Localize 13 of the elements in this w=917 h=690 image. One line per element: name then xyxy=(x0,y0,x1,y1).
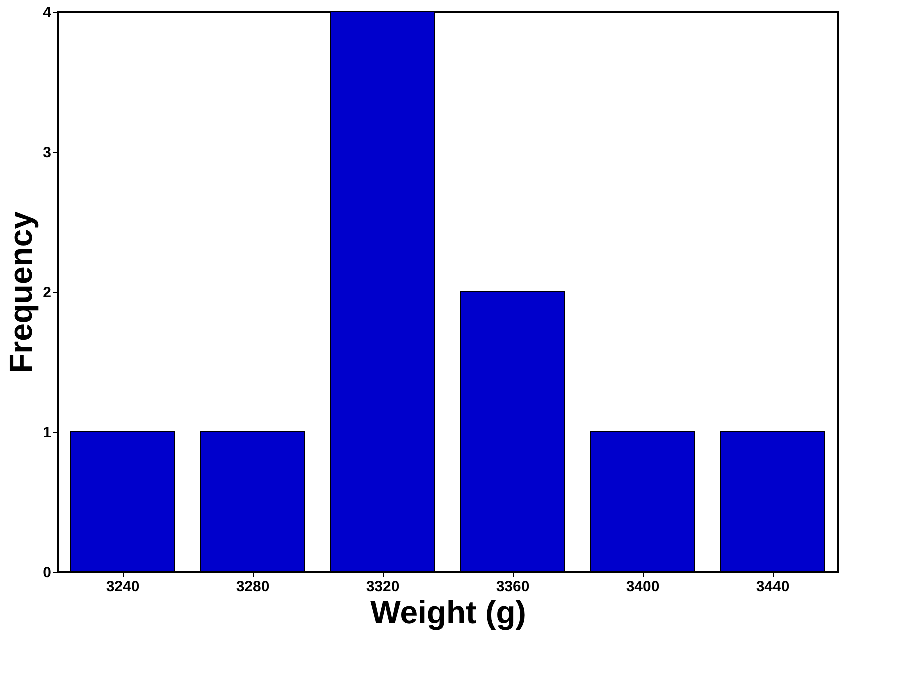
x-axis-title: Weight (g) xyxy=(370,594,526,630)
y-tick-label: 1 xyxy=(43,424,52,442)
y-axis-title: Frequency xyxy=(3,211,40,374)
x-tick-label: 3400 xyxy=(626,578,660,596)
y-tick-label: 3 xyxy=(43,144,52,162)
x-tick-label: 3280 xyxy=(236,578,270,596)
x-tick-label: 3240 xyxy=(106,578,140,596)
x-tick-label: 3360 xyxy=(496,578,530,596)
x-tick-label: 3320 xyxy=(366,578,400,596)
y-tick-label: 4 xyxy=(43,4,52,22)
x-tick-label: 3440 xyxy=(756,578,790,596)
y-tick-label: 2 xyxy=(43,284,52,302)
y-tick-label: 0 xyxy=(43,564,52,582)
